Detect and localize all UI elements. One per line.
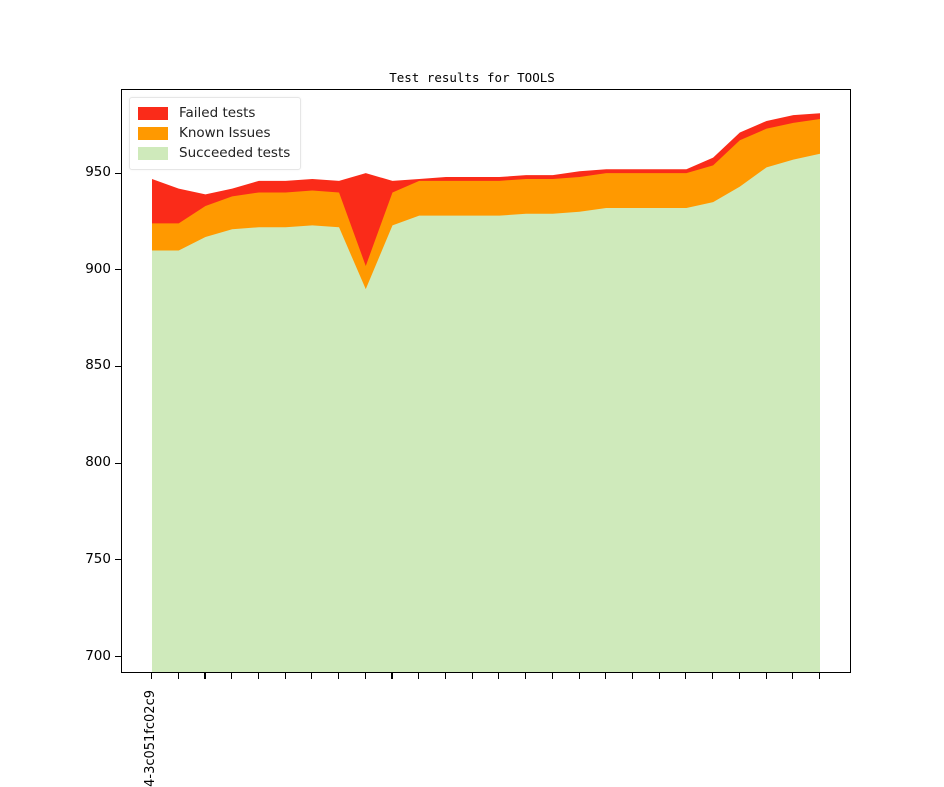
x-axis-tick xyxy=(551,673,553,679)
x-axis-tick xyxy=(631,673,634,679)
y-tick-mark xyxy=(115,462,121,464)
x-axis-tick xyxy=(151,673,153,679)
x-axis-tick xyxy=(471,673,473,679)
y-tick-label: 850 xyxy=(85,357,111,374)
plot-area xyxy=(121,89,851,673)
x-axis-tick xyxy=(418,673,420,679)
area-succeeded-tests xyxy=(152,153,820,672)
x-axis-tick xyxy=(498,673,500,679)
legend-label-failed-tests: Failed tests xyxy=(179,105,256,121)
x-axis-tick xyxy=(391,673,393,679)
legend-label-known-issues: Known Issues xyxy=(179,125,271,141)
legend-swatch-failed-tests xyxy=(138,106,168,120)
y-tick-label: 900 xyxy=(85,260,111,277)
x-axis-tick xyxy=(177,673,179,679)
y-tick-label: 750 xyxy=(85,550,111,567)
x-axis-tick xyxy=(257,673,259,679)
x-axis-tick xyxy=(685,673,687,679)
legend-item-known-issues: Known Issues xyxy=(138,123,290,143)
legend-swatch-succeeded-tests xyxy=(138,146,168,160)
x-axis-tick xyxy=(525,673,527,679)
legend-swatch-known-issues xyxy=(138,126,168,140)
x-axis-tick xyxy=(712,673,714,679)
y-tick-mark xyxy=(115,269,121,271)
chart-legend: Failed tests Known Issues Succeeded test… xyxy=(129,97,302,170)
x-axis-tick xyxy=(658,673,660,679)
y-axis: 700 750 800 850 900 950 xyxy=(0,89,121,673)
x-axis-tick xyxy=(819,673,821,679)
y-tick-mark xyxy=(115,559,121,561)
x-axis-tick xyxy=(284,673,286,679)
y-tick-mark xyxy=(115,172,121,174)
chart-title: Test results for TOOLS xyxy=(389,70,555,85)
legend-item-succeeded-tests: Succeeded tests xyxy=(138,143,290,163)
x-axis-tick xyxy=(231,673,233,679)
x-axis-tick xyxy=(204,673,206,679)
y-tick-label: 950 xyxy=(85,164,111,181)
x-axis-tick xyxy=(792,673,794,679)
x-axis-tick xyxy=(311,673,313,679)
legend-item-failed-tests: Failed tests xyxy=(138,103,290,123)
x-tick-label: 4-3c051fc02c9 xyxy=(143,690,158,787)
x-axis-tick xyxy=(578,673,580,679)
x-axis xyxy=(121,673,851,685)
legend-label-succeeded-tests: Succeeded tests xyxy=(179,145,291,161)
y-tick-mark xyxy=(115,656,121,658)
y-tick-mark xyxy=(115,365,121,368)
x-axis-tick xyxy=(738,673,740,679)
y-tick-label: 700 xyxy=(85,647,111,664)
y-tick-label: 800 xyxy=(85,454,111,471)
x-axis-tick xyxy=(765,673,767,679)
x-axis-tick xyxy=(605,673,607,679)
x-axis-tick xyxy=(364,673,366,679)
stacked-area-plot xyxy=(152,113,820,672)
x-axis-tick xyxy=(338,673,340,679)
x-axis-tick xyxy=(444,673,446,679)
